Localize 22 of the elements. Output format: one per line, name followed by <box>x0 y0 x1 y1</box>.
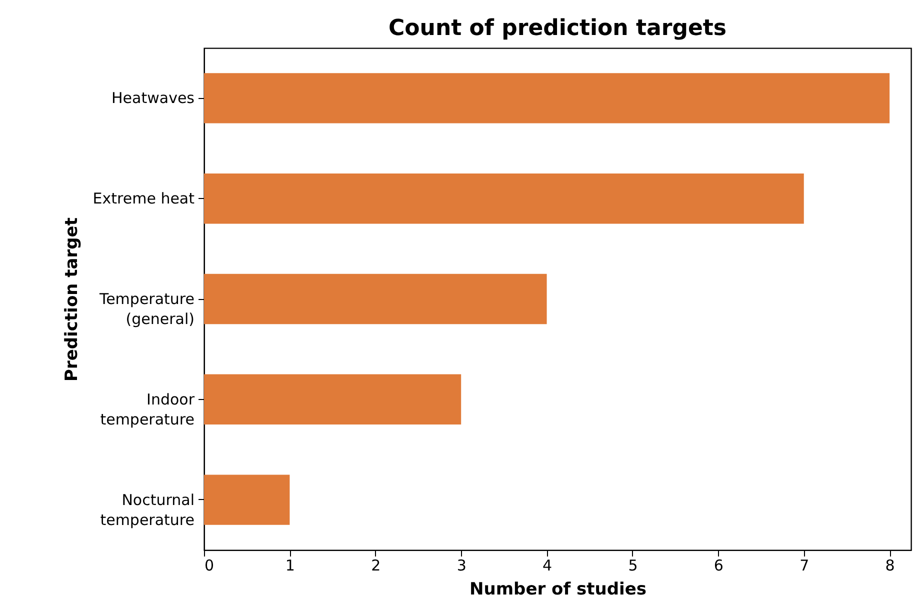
y-axis-title: Prediction target <box>62 218 82 382</box>
x-tick-label: 5 <box>628 556 638 574</box>
bar <box>204 374 462 424</box>
y-tick-label: Indoor temperature <box>100 390 196 428</box>
bar <box>204 73 890 124</box>
y-tick-label: Extreme heat <box>92 190 195 208</box>
x-tick-label: 3 <box>456 556 466 574</box>
x-tick-label: 4 <box>542 556 552 574</box>
bar <box>204 274 547 324</box>
bar <box>204 474 290 525</box>
chart-title: Count of prediction targets <box>388 16 726 41</box>
x-tick-label: 1 <box>285 556 295 574</box>
x-tick-label: 7 <box>800 556 810 574</box>
x-tick-label: 8 <box>885 556 895 574</box>
x-tick-label: 0 <box>204 556 214 574</box>
y-tick-label: Temperature (general) <box>98 290 194 328</box>
x-axis-title: Number of studies <box>469 580 647 600</box>
x-tick-label: 2 <box>371 556 381 574</box>
y-tick-label: Nocturnal temperature <box>100 490 194 529</box>
y-tick-label: Heatwaves <box>112 89 195 108</box>
bar <box>204 174 804 224</box>
x-tick-label: 6 <box>714 556 724 574</box>
